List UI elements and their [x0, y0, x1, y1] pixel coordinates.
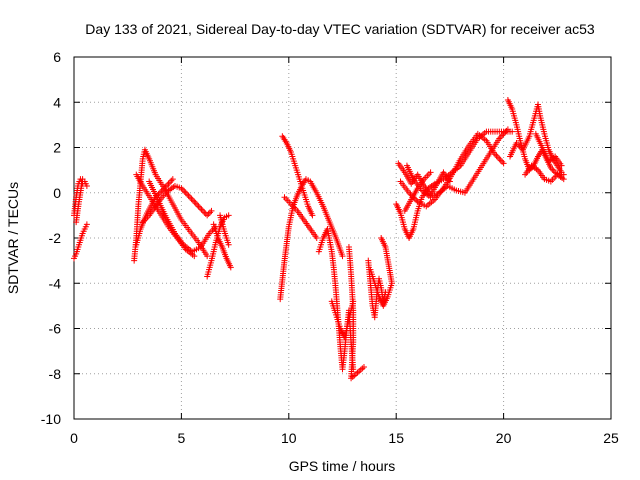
- data-point: [560, 176, 567, 183]
- y-tick-label: 6: [53, 49, 61, 65]
- chart-title: Day 133 of 2021, Sidereal Day-to-day VTE…: [85, 21, 595, 37]
- data-point: [550, 167, 557, 174]
- data-point: [182, 189, 189, 196]
- data-point: [339, 253, 346, 260]
- data-point: [504, 126, 511, 133]
- data-point: [208, 207, 215, 214]
- data-point: [427, 169, 434, 176]
- x-tick-label: 20: [496, 430, 512, 446]
- y-tick-label: -6: [49, 321, 62, 337]
- data-point: [192, 200, 199, 207]
- y-tick-label: -2: [49, 230, 62, 246]
- y-tick-label: -8: [49, 366, 62, 382]
- data-point: [413, 197, 420, 204]
- data-point: [189, 197, 196, 204]
- data-point: [225, 212, 232, 219]
- data-point: [181, 188, 188, 195]
- data-point: [558, 162, 565, 169]
- data-point: [558, 169, 565, 176]
- data-point: [509, 128, 516, 135]
- data-point: [309, 212, 316, 219]
- data-point: [83, 182, 90, 189]
- data-point: [169, 176, 176, 183]
- data-point: [204, 253, 211, 260]
- data-point: [188, 195, 195, 202]
- y-tick-label: 0: [53, 185, 61, 201]
- y-tick-label: 4: [53, 94, 61, 110]
- x-tick-label: 5: [178, 430, 186, 446]
- x-tick-label: 10: [281, 430, 297, 446]
- data-point: [225, 241, 232, 248]
- data-point: [168, 177, 175, 184]
- y-tick-label: -4: [49, 275, 62, 291]
- data-point: [502, 129, 509, 136]
- data-point: [360, 363, 367, 370]
- data-point: [165, 180, 172, 187]
- y-tick-label: -10: [41, 411, 61, 427]
- data-point: [79, 176, 86, 183]
- data-point: [191, 253, 198, 260]
- data-point: [191, 198, 198, 205]
- data-point: [166, 179, 173, 186]
- data-point: [227, 264, 234, 271]
- data-point: [207, 209, 214, 216]
- data-point: [493, 152, 500, 159]
- x-tick-label: 15: [388, 430, 404, 446]
- data-point: [496, 155, 503, 162]
- data-point: [186, 194, 193, 201]
- x-tick-label: 0: [70, 430, 78, 446]
- data-point: [497, 133, 504, 140]
- data-point: [378, 235, 385, 241]
- data-point: [204, 212, 211, 219]
- data-point: [503, 127, 510, 134]
- data-point: [500, 160, 507, 167]
- data-point: [194, 201, 201, 208]
- data-point: [446, 178, 453, 185]
- data-point: [197, 204, 204, 211]
- data-point: [195, 203, 202, 210]
- data-point: [499, 158, 506, 165]
- data-point: [205, 210, 212, 217]
- data-point: [201, 209, 208, 216]
- data-point: [198, 206, 205, 213]
- x-axis-label: GPS time / hours: [289, 458, 396, 474]
- data-point: [185, 192, 192, 199]
- y-axis-label: SDTVAR / TECUs: [5, 182, 21, 294]
- data-point: [199, 207, 206, 214]
- data-point: [313, 235, 320, 241]
- x-tick-label: 25: [603, 430, 619, 446]
- data-points: [71, 96, 567, 382]
- axis-ticks: 0 5 10 15 20 25 -10 -8 -6 -4 -2 0 2 4 6: [41, 49, 619, 446]
- data-point: [497, 157, 504, 164]
- data-point: [494, 154, 501, 161]
- y-tick-label: 2: [53, 140, 61, 156]
- data-point: [499, 132, 506, 139]
- data-point: [83, 221, 90, 228]
- data-point: [184, 191, 191, 198]
